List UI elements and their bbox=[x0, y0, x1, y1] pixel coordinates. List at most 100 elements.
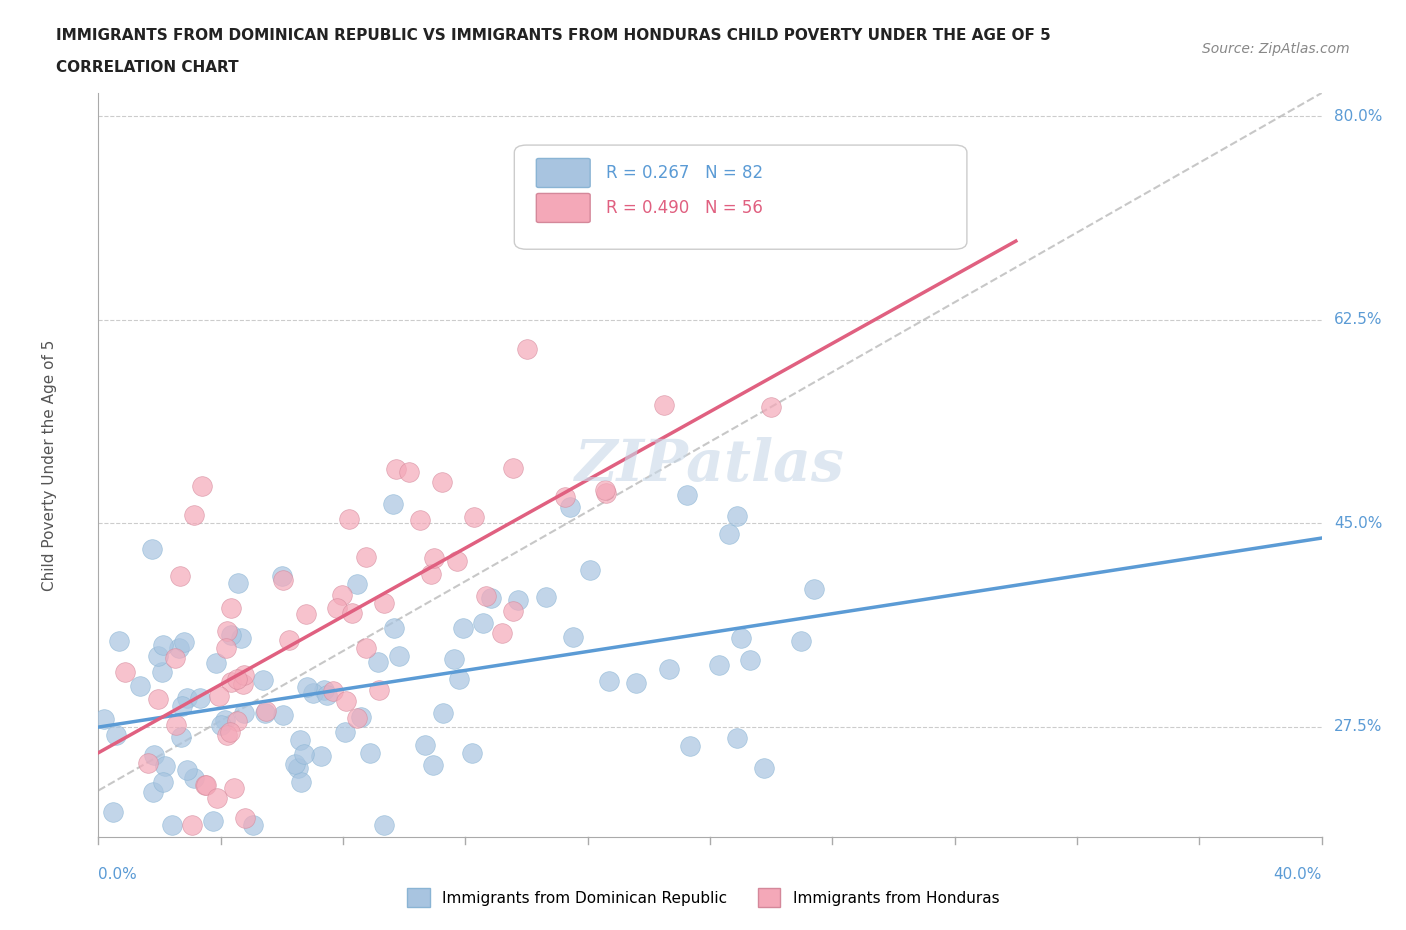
Point bbox=[169, 569, 191, 584]
Point bbox=[314, 683, 336, 698]
Point bbox=[226, 713, 249, 728]
Point bbox=[221, 675, 243, 690]
Text: CORRELATION CHART: CORRELATION CHART bbox=[56, 60, 239, 75]
Point bbox=[419, 566, 441, 581]
Point bbox=[271, 568, 294, 583]
Point bbox=[142, 785, 165, 800]
Point bbox=[297, 680, 319, 695]
Text: Child Poverty Under the Age of 5: Child Poverty Under the Age of 5 bbox=[42, 339, 58, 591]
Point bbox=[233, 668, 256, 683]
Point bbox=[190, 690, 212, 705]
Point bbox=[290, 775, 312, 790]
Point bbox=[215, 623, 238, 638]
Point bbox=[516, 341, 538, 356]
Point bbox=[284, 756, 307, 771]
Point bbox=[560, 499, 582, 514]
Text: IMMIGRANTS FROM DOMINICAN REPUBLIC VS IMMIGRANTS FROM HONDURAS CHILD POVERTY UND: IMMIGRANTS FROM DOMINICAN REPUBLIC VS IM… bbox=[56, 28, 1052, 43]
Point bbox=[150, 665, 173, 680]
Point bbox=[194, 777, 217, 792]
Point bbox=[322, 684, 344, 698]
Text: 27.5%: 27.5% bbox=[1334, 719, 1382, 734]
Point bbox=[226, 576, 249, 591]
Text: 40.0%: 40.0% bbox=[1274, 867, 1322, 882]
Point bbox=[290, 733, 312, 748]
Point bbox=[491, 625, 513, 640]
Point bbox=[254, 706, 277, 721]
Point bbox=[738, 653, 761, 668]
Point bbox=[104, 727, 127, 742]
Point bbox=[446, 553, 468, 568]
Point bbox=[534, 590, 557, 604]
Point bbox=[385, 461, 408, 476]
Point bbox=[233, 811, 256, 826]
Point bbox=[287, 760, 309, 775]
Point bbox=[152, 775, 174, 790]
Point bbox=[678, 739, 700, 754]
Text: 80.0%: 80.0% bbox=[1334, 109, 1382, 124]
Point bbox=[218, 725, 240, 740]
Point bbox=[423, 551, 446, 565]
Point bbox=[382, 621, 405, 636]
Point bbox=[191, 479, 214, 494]
Point bbox=[413, 737, 436, 752]
Point bbox=[195, 778, 218, 793]
Point bbox=[337, 512, 360, 526]
Point bbox=[215, 640, 238, 655]
Point bbox=[354, 550, 377, 565]
Point bbox=[333, 724, 356, 739]
Point bbox=[229, 631, 252, 645]
Point bbox=[432, 706, 454, 721]
Point bbox=[215, 727, 238, 742]
Point bbox=[803, 582, 825, 597]
Point bbox=[676, 487, 699, 502]
Legend: Immigrants from Dominican Republic, Immigrants from Honduras: Immigrants from Dominican Republic, Immi… bbox=[401, 883, 1005, 913]
Point bbox=[759, 399, 782, 414]
Point bbox=[340, 606, 363, 621]
FancyBboxPatch shape bbox=[515, 145, 967, 249]
Point bbox=[790, 633, 813, 648]
Point bbox=[373, 818, 395, 833]
Point bbox=[214, 713, 236, 728]
Point bbox=[593, 482, 616, 497]
Point bbox=[170, 729, 193, 744]
Point bbox=[432, 474, 454, 489]
Point bbox=[141, 541, 163, 556]
Point bbox=[209, 718, 232, 733]
Point bbox=[330, 588, 353, 603]
Point bbox=[183, 770, 205, 785]
Point bbox=[709, 658, 731, 672]
FancyBboxPatch shape bbox=[536, 193, 591, 222]
Point bbox=[725, 509, 748, 524]
Point bbox=[108, 633, 131, 648]
Point bbox=[278, 633, 301, 648]
Point bbox=[652, 397, 675, 412]
Point bbox=[128, 679, 150, 694]
Point bbox=[475, 588, 498, 603]
Point bbox=[326, 601, 349, 616]
Point bbox=[598, 673, 620, 688]
Point bbox=[447, 671, 470, 686]
Point bbox=[302, 685, 325, 700]
Text: 62.5%: 62.5% bbox=[1334, 312, 1382, 327]
Point bbox=[472, 616, 495, 631]
Point bbox=[181, 818, 204, 833]
Point bbox=[148, 649, 170, 664]
Text: R = 0.267   N = 82: R = 0.267 N = 82 bbox=[606, 164, 763, 181]
Point bbox=[136, 755, 159, 770]
Point bbox=[202, 814, 225, 829]
Point bbox=[373, 596, 395, 611]
Point bbox=[242, 818, 264, 833]
Point bbox=[443, 651, 465, 666]
Point bbox=[718, 526, 741, 541]
Text: R = 0.490   N = 56: R = 0.490 N = 56 bbox=[606, 199, 763, 217]
Point bbox=[359, 745, 381, 760]
Point bbox=[114, 665, 136, 680]
Point bbox=[398, 465, 420, 480]
Point bbox=[146, 691, 169, 706]
Point bbox=[479, 591, 502, 605]
Point bbox=[388, 648, 411, 663]
Text: ZIPatlas: ZIPatlas bbox=[575, 437, 845, 493]
Point bbox=[271, 708, 294, 723]
Point bbox=[222, 781, 245, 796]
Point bbox=[226, 671, 249, 686]
